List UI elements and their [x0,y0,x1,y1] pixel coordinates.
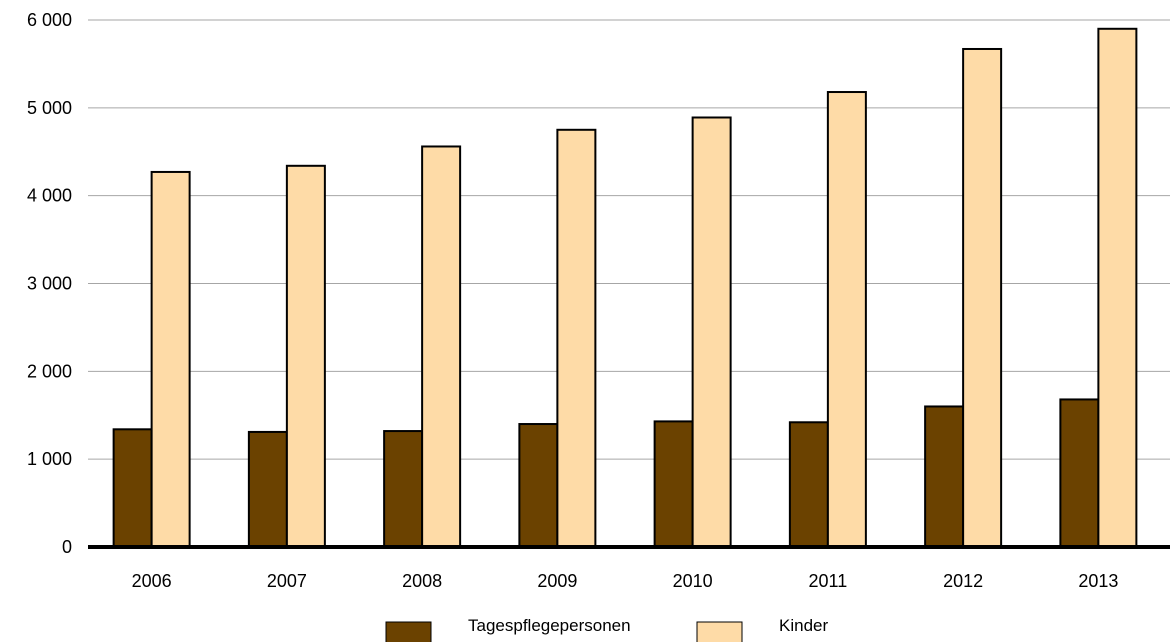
y-tick-label: 1 000 [27,449,72,469]
legend: Tagespflegepersonen Kinder [385,616,828,642]
y-tick-label: 3 000 [27,274,72,294]
bar-tagespflegepersonen [653,420,694,549]
y-axis-tick-labels: 0 1 000 2 000 3 000 4 000 5 000 6 000 [27,10,72,557]
x-tick-label: 2009 [537,571,577,591]
bar-kinder [150,170,191,548]
bar-tagespflegepersonen [112,428,153,549]
gridlines [88,19,1170,460]
x-tick-label: 2007 [267,571,307,591]
legend-label-kinder: Kinder [779,616,828,635]
x-tick-label: 2013 [1078,571,1118,591]
y-tick-label: 6 000 [27,10,72,30]
y-tick-label: 5 000 [27,98,72,118]
y-tick-label: 2 000 [27,361,72,381]
bar-kinder [285,164,326,548]
bars [112,27,1138,549]
y-tick-label: 4 000 [27,186,72,206]
bar-kinder [826,91,867,548]
bar-kinder [421,145,462,548]
x-tick-label: 2011 [809,571,848,591]
legend-swatch-tagespflegepersonen [385,621,432,642]
bar-tagespflegepersonen [1059,398,1100,548]
legend-swatch-kinder [696,621,743,642]
bar-kinder [691,116,732,549]
legend-label-tagespflegepersonen: Tagespflegepersonen [468,616,631,635]
bar-tagespflegepersonen [924,405,965,549]
bar-kinder [962,47,1003,549]
bar-kinder [1097,27,1138,549]
bar-tagespflegepersonen [247,430,288,548]
y-tick-label: 0 [62,537,72,557]
x-tick-label: 2010 [673,571,713,591]
bar-tagespflegepersonen [788,421,829,549]
bar-tagespflegepersonen [518,423,559,548]
x-tick-label: 2008 [402,571,442,591]
x-tick-label: 2012 [943,571,983,591]
bar-kinder [556,128,597,549]
x-tick-label: 2006 [132,571,172,591]
x-axis-tick-labels: 2006 2007 2008 2009 2010 2011 2012 2013 [132,571,1119,591]
bar-tagespflegepersonen [383,430,424,548]
